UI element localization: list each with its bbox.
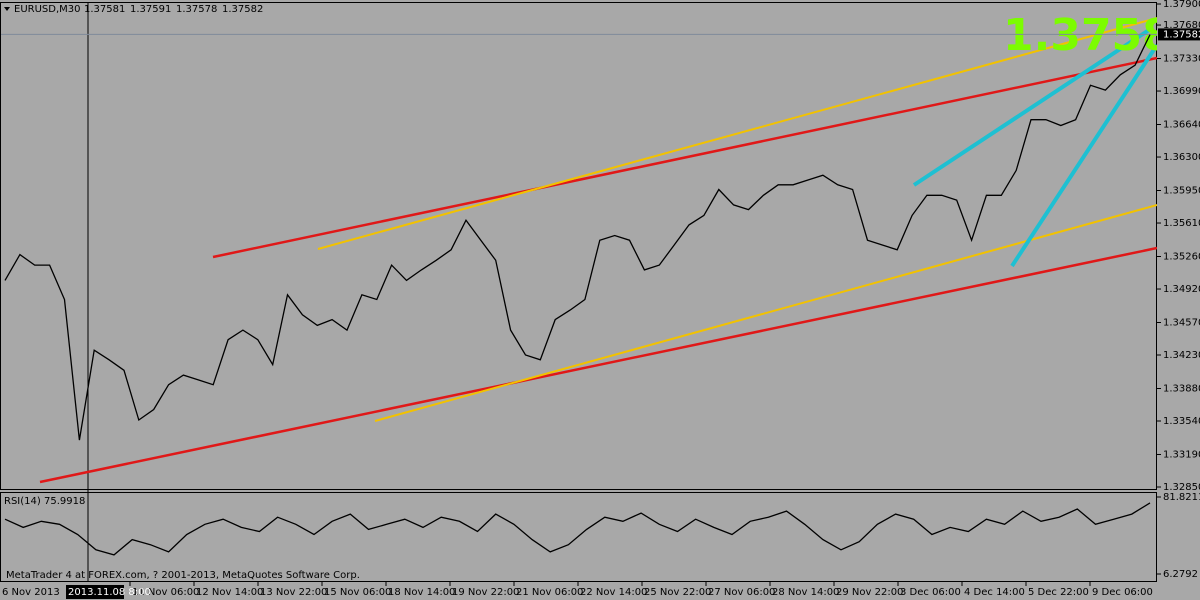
x-tick-label: 29 Nov 22:00 — [836, 587, 903, 598]
ohlc-value: 1.37578 — [176, 4, 217, 15]
cursor-time-box — [66, 585, 124, 599]
trend-line — [1010, 43, 1157, 268]
x-tick-label: 15 Nov 06:00 — [324, 587, 391, 598]
x-tick-label: 13 Nov 22:00 — [260, 587, 327, 598]
price-line — [4, 34, 1151, 441]
trend-lines: 1.3758 — [39, 10, 1173, 484]
rsi-title: RSI(14) 75.9918 — [4, 496, 85, 507]
y-tick-label: 1.34570 — [1163, 317, 1200, 328]
trend-line — [912, 26, 1154, 187]
trend-line — [39, 246, 1157, 484]
ohlc-value: 1.37581 — [84, 4, 125, 15]
x-tick-label: 25 Nov 22:00 — [644, 587, 711, 598]
last-price-label: 1.37582 — [1163, 29, 1200, 40]
x-tick-label: 12 Nov 14:00 — [196, 587, 263, 598]
y-tick-label: 1.32850 — [1163, 482, 1200, 493]
y-tick-label: 1.34230 — [1163, 350, 1200, 361]
ohlc-value: 1.37591 — [130, 4, 171, 15]
y-tick-label: 1.36990 — [1163, 86, 1200, 97]
x-tick-label: 19 Nov 22:00 — [452, 587, 519, 598]
cursor-time: 2013.11.08 8:00 — [68, 587, 151, 598]
last-price-box — [1158, 28, 1200, 41]
x-tick-label: 21 Nov 06:00 — [516, 587, 583, 598]
y-tick-label: 1.36300 — [1163, 152, 1200, 163]
y-tick-label: 1.35260 — [1163, 251, 1200, 262]
y-tick-label: 1.37680 — [1163, 20, 1200, 31]
y-tick-label: 1.37330 — [1163, 54, 1200, 65]
rsi-line — [4, 502, 1151, 556]
rsi-tick-label: 81.8211 — [1163, 492, 1200, 503]
x-tick-label: 5 Dec 22:00 — [1028, 587, 1089, 598]
y-tick-label: 1.36640 — [1163, 120, 1200, 131]
y-tick-label: 1.34920 — [1163, 284, 1200, 295]
x-tick-label: 28 Nov 14:00 — [772, 587, 839, 598]
ohlc-value: 1.37582 — [222, 4, 263, 15]
x-tick-label: 11 Nov 06:00 — [132, 587, 199, 598]
main-panel — [0, 2, 1157, 490]
trend-line — [212, 56, 1157, 259]
x-tick-label: 18 Nov 14:00 — [388, 587, 455, 598]
x-tick-label: 3 Dec 06:00 — [900, 587, 961, 598]
x-tick-label: 6 Nov 2013 — [2, 587, 60, 598]
x-tick-label: 9 Dec 06:00 — [1092, 587, 1153, 598]
menu-arrow[interactable] — [4, 7, 10, 11]
x-tick-label: 22 Nov 14:00 — [580, 587, 647, 598]
x-tick-label: 4 Dec 14:00 — [964, 587, 1025, 598]
rsi-panel — [0, 492, 1157, 582]
footer: MetaTrader 4 at FOREX.com, ? 2001-2013, … — [6, 570, 360, 581]
y-tick-label: 1.35950 — [1163, 186, 1200, 197]
y-tick-label: 1.33540 — [1163, 416, 1200, 427]
y-tick-label: 1.33190 — [1163, 449, 1200, 460]
y-tick-label: 1.37900 — [1163, 0, 1200, 10]
y-tick-label: 1.35610 — [1163, 218, 1200, 229]
trend-line — [317, 17, 1157, 250]
x-tick-label: 27 Nov 06:00 — [708, 587, 775, 598]
rsi-tick-label: 6.2792 — [1163, 569, 1198, 580]
ohlc: 1.37581 1.37591 1.37578 1.37582 — [84, 4, 263, 15]
rsi-value: 75.9918 — [44, 496, 85, 507]
y-tick-label: 1.33880 — [1163, 383, 1200, 394]
symbol-title: EURUSD,M30 — [14, 4, 80, 15]
big-price: 1.3758 — [1003, 10, 1173, 61]
rsi-name: RSI(14) — [4, 496, 41, 507]
